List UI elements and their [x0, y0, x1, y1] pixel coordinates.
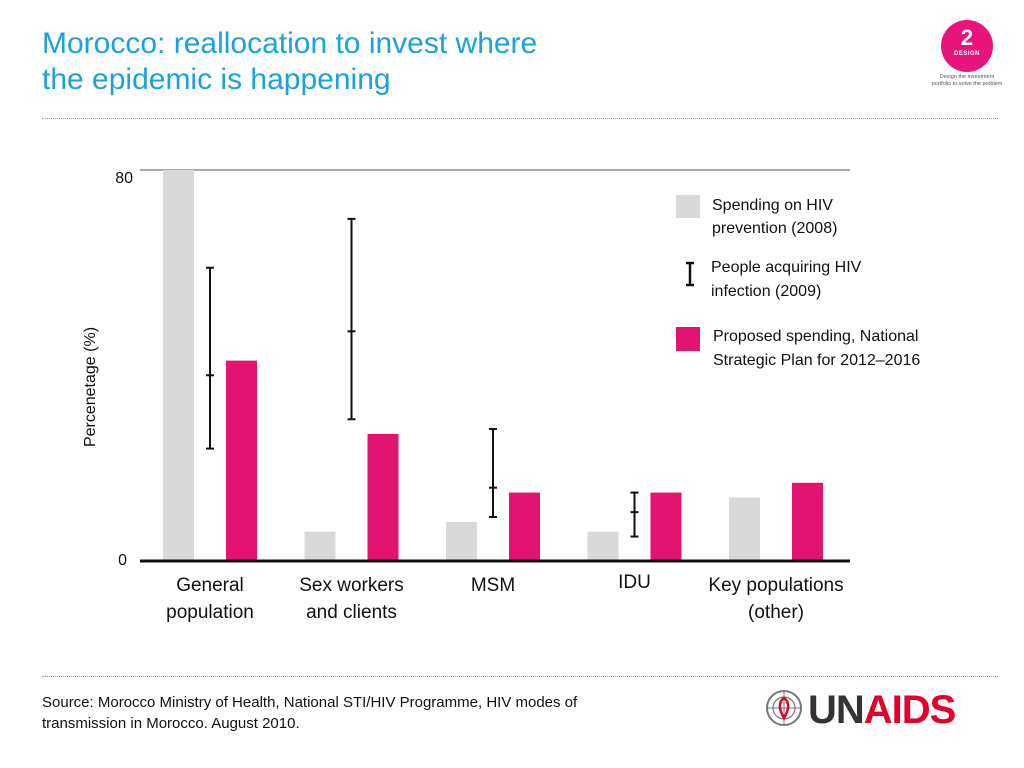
- page-title: Morocco: reallocation to invest where th…: [42, 26, 537, 98]
- x-tick-label: General: [176, 575, 244, 596]
- badge-caption: Design the investment portfolio to solve…: [931, 74, 1003, 87]
- bar-proposed-spending: [509, 492, 540, 561]
- y-tick-label: 0: [118, 552, 127, 569]
- x-tick-label: IDU: [618, 572, 651, 593]
- bar-spending-2008: [304, 531, 336, 561]
- legend-swatch-spending-2008: [676, 195, 700, 218]
- un-emblem-icon: [766, 690, 802, 726]
- legend-swatch-proposed: [676, 327, 700, 351]
- bar-spending-2008: [446, 521, 477, 561]
- x-tick-label: MSM: [471, 575, 515, 596]
- design-step-badge: 2 DESIGN: [941, 20, 993, 72]
- x-tick-label: and clients: [306, 602, 397, 623]
- title-line-1: Morocco: reallocation to invest where: [42, 27, 538, 60]
- legend-label-spending-2008: prevention (2008): [712, 220, 837, 237]
- unaids-wordmark: UNAIDS: [808, 688, 956, 732]
- legend-label-proposed: Proposed spending, National: [713, 328, 918, 345]
- legend-label-spending-2008: Spending on HIV: [712, 197, 833, 214]
- x-tick-label: (other): [748, 602, 804, 623]
- bar-proposed-spending: [792, 482, 823, 561]
- x-tick-label: Key populations: [708, 575, 843, 596]
- unaids-logo: UNAIDS: [764, 686, 974, 736]
- x-tick-label: Sex workers: [299, 575, 404, 596]
- source-line-1: Source: Morocco Ministry of Health, Nati…: [42, 694, 578, 711]
- bar-spending-2008: [163, 170, 194, 561]
- badge-number: 2: [960, 25, 974, 50]
- chart: 80 0 Percenetage (%) General population Sex w…: [82, 169, 920, 623]
- badge-word: DESIGN: [953, 51, 980, 57]
- y-axis-label: Percenetage (%): [82, 327, 99, 447]
- bar-proposed-spending: [367, 433, 399, 561]
- legend-label-hiv-infection: People acquiring HIV: [711, 259, 862, 276]
- bar-proposed-spending: [650, 492, 682, 561]
- source-line-2: transmission in Morocco. August 2010.: [42, 715, 300, 732]
- title-line-2: the epidemic is happening: [42, 63, 391, 96]
- bar-spending-2008: [729, 497, 760, 561]
- header-divider: [42, 118, 998, 119]
- source-note: Source: Morocco Ministry of Health, Nati…: [42, 692, 682, 734]
- footer-divider: [42, 676, 998, 677]
- x-tick-label: population: [166, 602, 254, 623]
- y-tick-label: 80: [115, 170, 133, 187]
- legend-label-hiv-infection: infection (2009): [711, 283, 821, 300]
- legend-label-proposed: Strategic Plan for 2012–2016: [713, 352, 920, 369]
- bar-spending-2008: [587, 531, 619, 561]
- bar-proposed-spending: [226, 360, 257, 561]
